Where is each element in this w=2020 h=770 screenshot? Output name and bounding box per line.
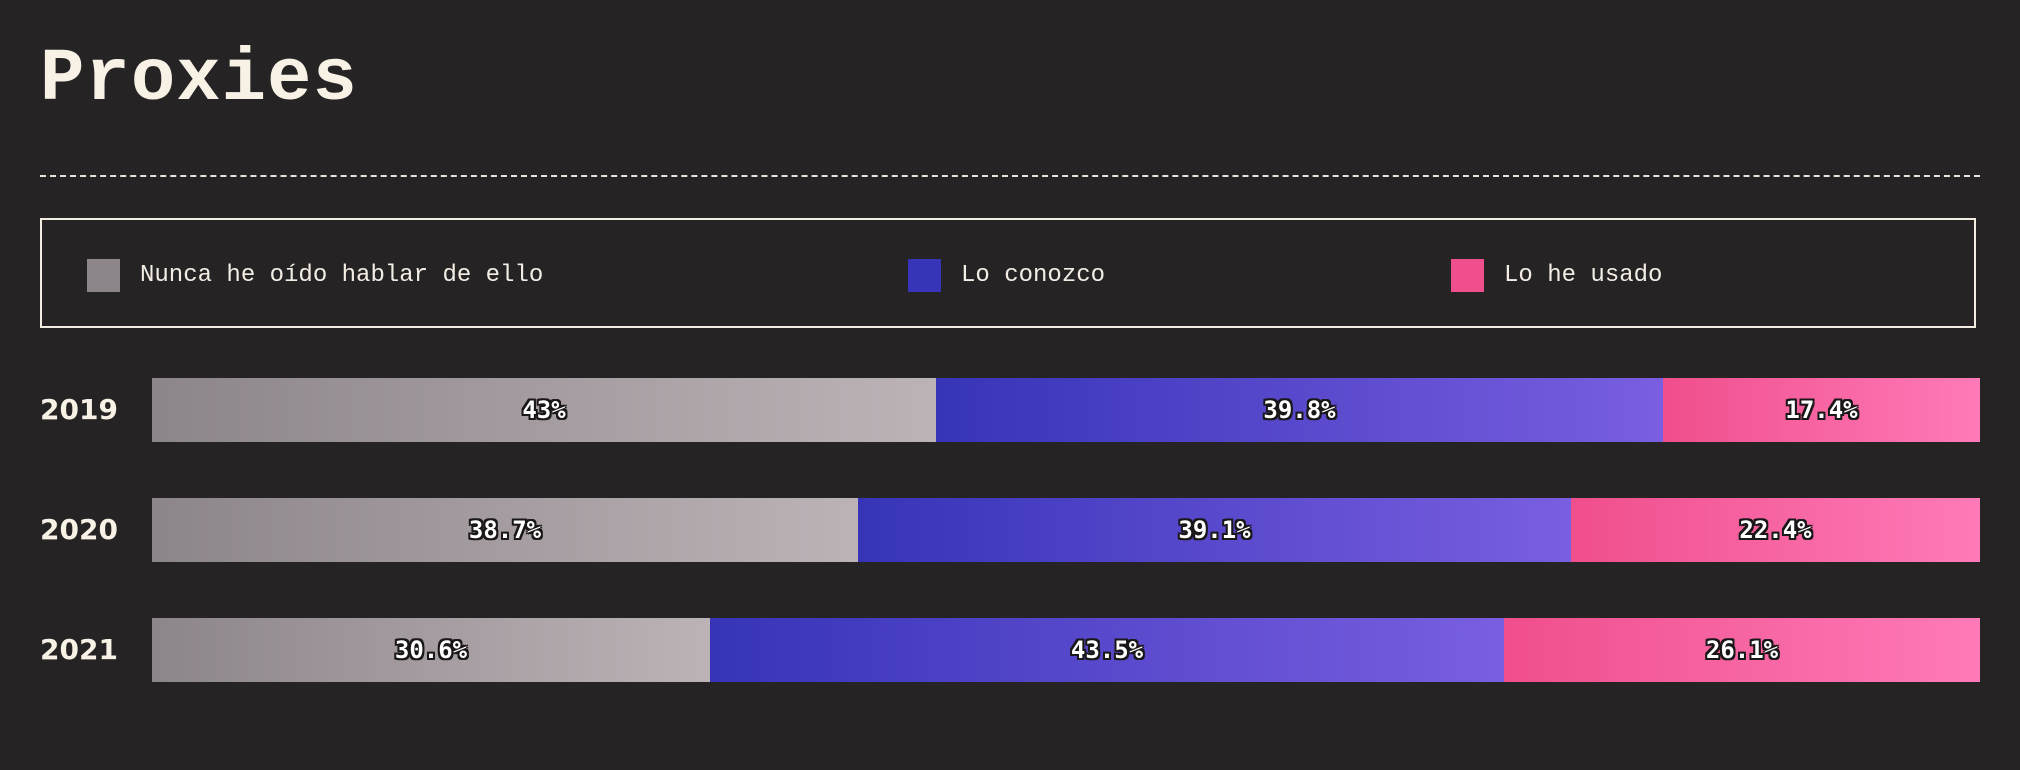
year-label-2021: 2021 [40,633,118,666]
legend-swatch-conozco [908,259,941,292]
dashed-divider [40,175,1980,177]
bar-segment-2021-2: 43.5% [710,618,1504,682]
bar-segment-2019-2: 39.8% [936,378,1663,442]
bar-segment-2021-1: 30.6% [152,618,710,682]
bar-segment-2020-3: 22.4% [1571,498,1980,562]
legend-item-conozco: Lo conozco [908,259,1105,292]
chart-title: Proxies [40,38,358,122]
legend: Nunca he oído hablar de ello Lo conozco … [40,218,1976,328]
legend-label-conozco: Lo conozco [961,262,1106,289]
data-label: 17.4% [1785,396,1858,424]
legend-item-nunca: Nunca he oído hablar de ello [87,259,543,292]
legend-swatch-usado [1451,259,1484,292]
legend-item-usado: Lo he usado [1451,259,1662,292]
bar-segment-2020-1: 38.7% [152,498,858,562]
bar-row-2020: 38.7% 39.1% 22.4% [152,498,1980,562]
bar-segment-2020-2: 39.1% [858,498,1571,562]
bar-row-2021: 30.6% 43.5% 26.1% [152,618,1980,682]
data-label: 30.6% [394,636,468,664]
year-label-2019: 2019 [40,393,118,426]
year-label-2020: 2020 [40,513,118,546]
data-label: 22.4% [1739,516,1812,544]
data-label: 39.1% [1178,516,1251,544]
data-label: 43% [522,396,566,424]
legend-swatch-nunca [87,259,120,292]
legend-label-nunca: Nunca he oído hablar de ello [140,262,544,289]
legend-label-usado: Lo he usado [1504,262,1663,289]
data-label: 39.8% [1263,396,1336,424]
data-label: 43.5% [1070,636,1144,664]
bar-segment-2021-3: 26.1% [1504,618,1980,682]
data-label: 26.1% [1705,636,1779,664]
data-label: 38.7% [468,516,542,544]
bar-row-2019: 43% 39.8% 17.4% [152,378,1980,442]
bar-segment-2019-1: 43% [152,378,936,442]
bar-segment-2019-3: 17.4% [1663,378,1980,442]
